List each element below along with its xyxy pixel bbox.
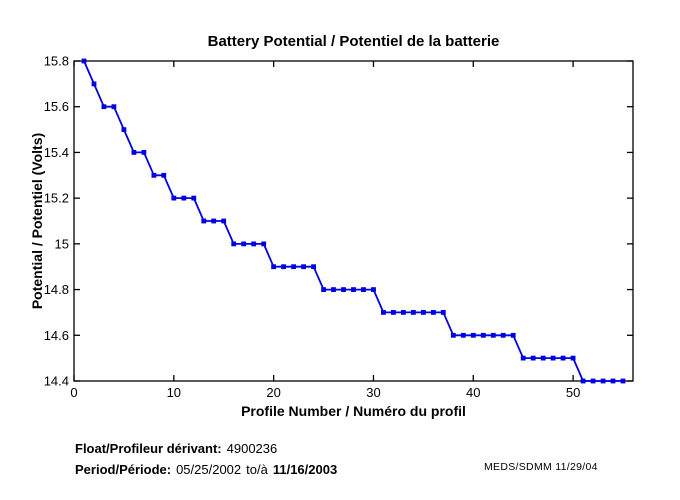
period-start-date: 05/25/2002: [176, 462, 242, 477]
period-end-date: 11/16/2003: [272, 462, 338, 477]
float-id-line: Float/Profileur dérivant: 4900236: [75, 441, 282, 456]
y-tick-labels: 14.4 14.6 14.8 15 15.2 15.4 15.6 15.8: [44, 54, 69, 389]
float-label: Float/Profileur dérivant:: [75, 441, 222, 456]
float-value: 4900236: [226, 441, 278, 456]
period-line: Period/Période: 05/25/2002 to/à 11/16/2003: [75, 462, 342, 477]
svg-text:14.4: 14.4: [44, 374, 69, 389]
svg-text:15: 15: [55, 236, 69, 251]
svg-text:50: 50: [566, 385, 580, 400]
svg-text:0: 0: [70, 385, 77, 400]
y-axis-label: Potential / Potentiel (Volts): [29, 132, 45, 310]
svg-text:30: 30: [366, 385, 380, 400]
data-points: [81, 58, 626, 384]
period-to-text: to/à: [246, 462, 268, 477]
svg-text:15.2: 15.2: [44, 191, 69, 206]
period-label: Period/Période:: [75, 462, 172, 477]
plot-border: [73, 60, 634, 382]
x-axis-label: Profile Number / Numéro du profil: [241, 403, 466, 419]
svg-text:14.6: 14.6: [44, 328, 69, 343]
svg-text:10: 10: [167, 385, 181, 400]
credit-stamp: MEDS/SDMM 11/29/04: [484, 461, 598, 473]
svg-text:20: 20: [266, 385, 280, 400]
svg-text:14.8: 14.8: [44, 282, 69, 297]
svg-text:15.4: 15.4: [44, 145, 69, 160]
y-ticks: [74, 60, 633, 382]
svg-text:15.6: 15.6: [44, 99, 69, 114]
data-line: [83, 60, 623, 382]
svg-text:40: 40: [466, 385, 480, 400]
chart-title: Battery Potential / Potentiel de la batt…: [207, 33, 500, 50]
svg-text:15.8: 15.8: [44, 54, 69, 69]
x-ticks: [73, 61, 574, 381]
x-tick-labels: 0 10 20 30 40 50: [70, 385, 580, 400]
